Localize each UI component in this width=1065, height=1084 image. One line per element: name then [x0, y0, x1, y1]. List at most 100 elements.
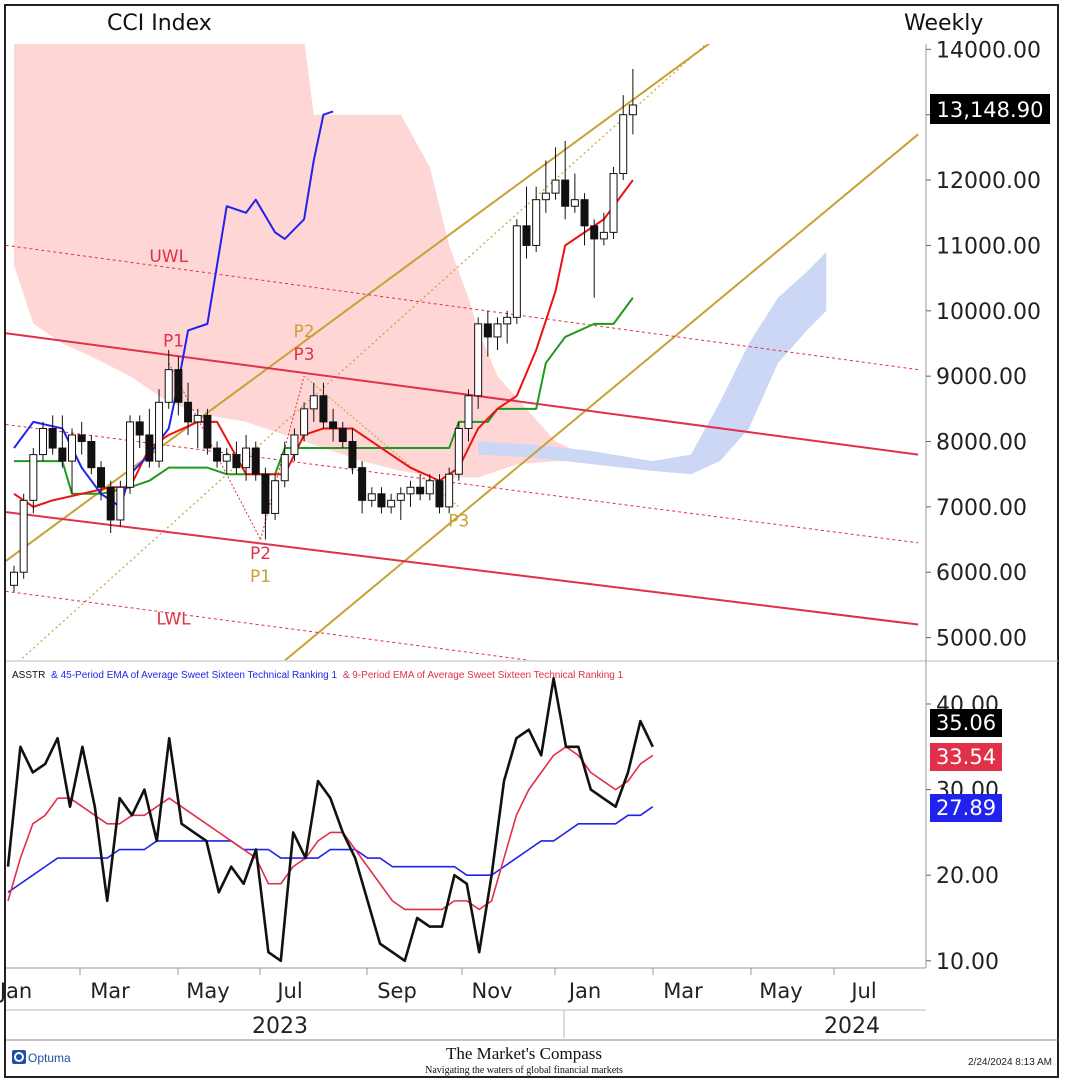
candle-body — [97, 467, 106, 488]
candle-body — [541, 192, 550, 201]
uwl-line — [6, 244, 919, 371]
pitch-red-p1p2 — [168, 362, 262, 540]
red-upper-channel — [6, 332, 919, 456]
candle-body — [570, 199, 579, 207]
candle-body — [106, 486, 115, 521]
x-tick-label: Jan — [0, 979, 32, 1003]
candle-body — [29, 454, 38, 501]
candle-body — [319, 395, 328, 423]
price-tick-label: 6000.00 — [936, 561, 1027, 586]
annotation-p2: P2 — [294, 322, 315, 342]
candle-body — [512, 225, 521, 318]
price-tick-label: 11000.00 — [936, 234, 1041, 259]
year-label-2023: 2023 — [252, 1014, 308, 1039]
ranking-value-badges: 35.06 33.54 27.89 — [930, 709, 1002, 822]
candle-body — [58, 447, 67, 462]
lwl-line — [6, 590, 531, 660]
x-tick-label: Mar — [90, 979, 130, 1003]
ranking-series-2 — [7, 806, 654, 893]
candle-body — [222, 454, 231, 462]
candle-body — [280, 454, 289, 482]
candle-body — [561, 179, 570, 207]
x-tick-label: Mar — [663, 979, 703, 1003]
price-tick-label: 12000.00 — [936, 169, 1041, 194]
candle-body — [532, 199, 541, 246]
trend-lines — [6, 44, 919, 660]
gold-median-line — [19, 44, 708, 660]
candle-body — [300, 408, 309, 436]
optuma-logo: Optuma — [12, 1050, 71, 1065]
candle-body — [493, 323, 502, 338]
ranking-badge-label: 27.89 — [936, 796, 996, 820]
x-tick-label: Jul — [849, 979, 876, 1003]
ranking-tick-label: 10.00 — [936, 950, 999, 975]
gold-upper-channel — [6, 44, 711, 563]
annotation-p1: P1 — [250, 567, 271, 587]
legend-ema9: & 9-Period EMA of Average Sweet Sixteen … — [343, 670, 624, 681]
candle-body — [10, 571, 18, 586]
x-tick-label: May — [759, 979, 802, 1003]
footer-subtitle: Navigating the waters of global financia… — [425, 1065, 623, 1076]
red-median-line — [6, 423, 919, 544]
candle-body — [39, 427, 48, 456]
x-axis-ticks: Jan Mar May Jul Sep Nov Jan Mar May Jul — [0, 968, 877, 1003]
annotation-uwl: UWL — [149, 247, 188, 267]
candle-body — [628, 104, 637, 116]
last-price-label: 13,148.90 — [937, 98, 1044, 122]
candle-body — [445, 473, 454, 508]
candle-body — [348, 441, 357, 469]
candle-body — [503, 316, 512, 325]
candle-body — [87, 441, 96, 469]
ranking-series-0 — [6, 677, 654, 963]
price-cloud — [14, 44, 585, 478]
candle-body — [358, 467, 367, 501]
x-tick-label: Sep — [377, 979, 417, 1003]
candle-body — [68, 434, 77, 462]
candle-body — [483, 323, 492, 338]
legend: ASSTR & 45-Period EMA of Average Sweet S… — [12, 670, 624, 681]
ranking-badge-label: 35.06 — [936, 711, 996, 735]
candle-body — [290, 434, 299, 456]
price-tick-label: 8000.00 — [936, 431, 1027, 456]
candle-body — [135, 421, 144, 436]
candle-body — [609, 173, 618, 233]
candle-body — [329, 421, 338, 429]
price-tick-label: 10000.00 — [936, 300, 1041, 325]
candle-body — [406, 486, 415, 495]
footer-timestamp: 2/24/2024 8:13 AM — [968, 1057, 1052, 1068]
candle-body — [580, 199, 589, 227]
price-tick-label: 5000.00 — [936, 627, 1027, 652]
candle-body — [203, 414, 212, 449]
candle-body — [174, 369, 183, 403]
legend-ema45: & 45-Period EMA of Average Sweet Sixteen… — [51, 670, 337, 681]
x-tick-label: May — [186, 979, 229, 1003]
candle-body — [242, 447, 251, 469]
red-lower-channel — [6, 511, 919, 626]
price-tick-label: 9000.00 — [936, 365, 1027, 390]
candle-body — [590, 225, 599, 240]
ranking-badge-bg — [930, 709, 1002, 737]
candle-body — [416, 486, 425, 495]
price-tick-label: 14000.00 — [936, 38, 1041, 63]
ranking-badge-bg — [930, 794, 1002, 822]
ranking-tick-label: 20.00 — [936, 864, 999, 889]
pitchfork-annotations: UWL P1 P2 P3 P2 P1 P3 LWL — [149, 247, 469, 630]
candle-body — [271, 480, 280, 514]
candle-body — [454, 427, 463, 475]
chart-period: Weekly — [904, 11, 983, 36]
candle-body — [116, 486, 125, 521]
candle-body — [145, 434, 154, 462]
optuma-brand: Optuma — [28, 1051, 71, 1065]
year-label-2024: 2024 — [824, 1014, 880, 1039]
candle-body — [619, 114, 628, 175]
candle-body — [77, 434, 86, 443]
price-tick-label: 7000.00 — [936, 496, 1027, 521]
candle-body — [213, 447, 222, 462]
candle-body — [435, 480, 444, 508]
candle-body — [126, 421, 135, 488]
x-tick-label: Jan — [567, 979, 601, 1003]
candle-body — [377, 493, 386, 508]
annotation-p1: P1 — [163, 332, 184, 352]
future-cloud — [478, 251, 827, 475]
gold-lower-channel — [283, 133, 919, 660]
